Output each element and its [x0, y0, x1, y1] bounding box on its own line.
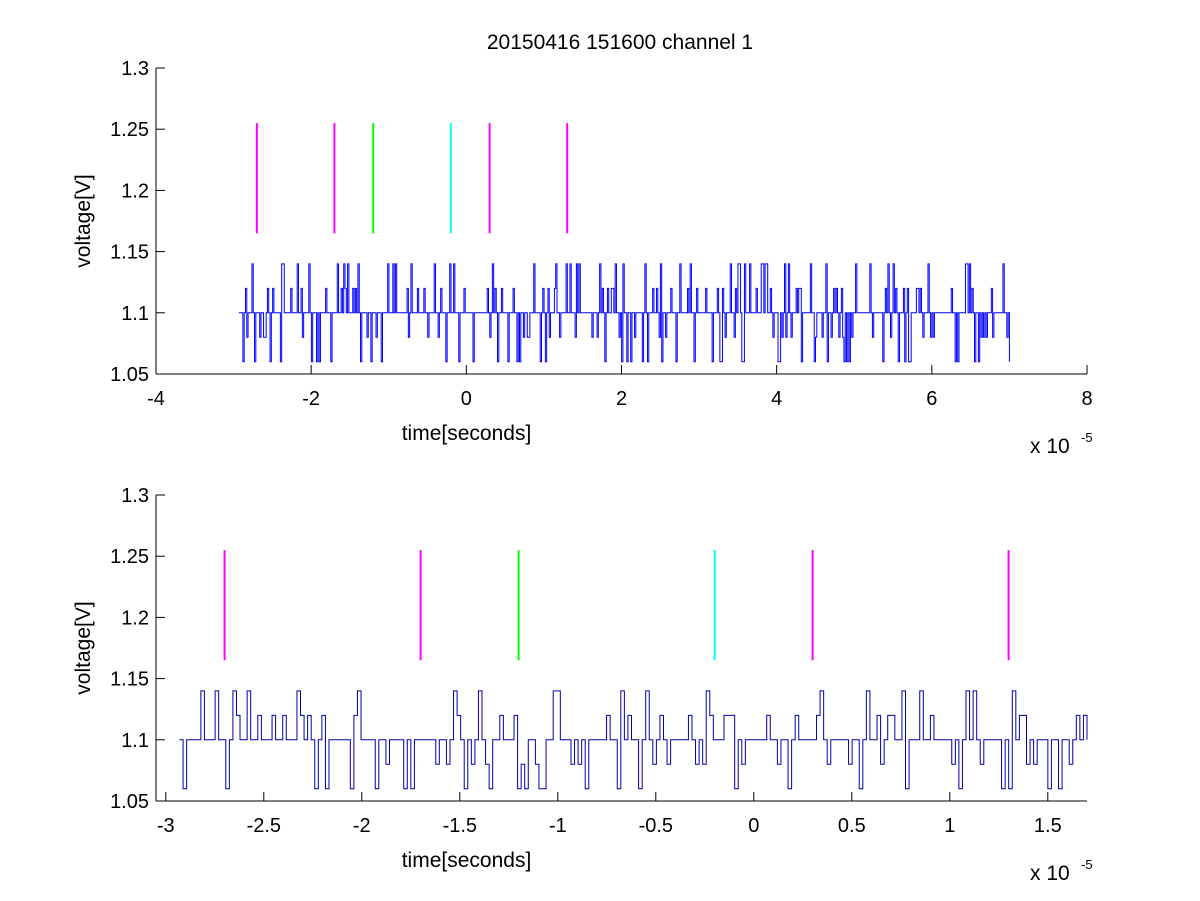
x-tick-label: -2: [302, 388, 320, 410]
x-tick-label: 0: [748, 815, 759, 837]
y-tick-label: 1.3: [121, 485, 149, 507]
x-multiplier-exponent: -5: [1081, 430, 1093, 445]
y-axis-label: voltage[V]: [72, 601, 95, 694]
y-tick-label: 1.25: [110, 546, 149, 568]
x-tick-label: -4: [147, 388, 165, 410]
top-plot: -4 -2 0 2 4 6 8 1.05 1.1 1.15 1.2 1.25 1.3 time[secon…: [72, 58, 1093, 458]
y-tick-label: 1.2: [121, 180, 149, 202]
y-axis-label: voltage[V]: [72, 174, 95, 267]
x-multiplier-label: x 10: [1030, 862, 1070, 885]
x-tick-label: -1.5: [443, 815, 477, 837]
x-axis-label: time[seconds]: [402, 422, 532, 445]
x-tick-label: -2.5: [247, 815, 281, 837]
x-tick-label: 8: [1081, 388, 1092, 410]
y-tick-label: 1.1: [121, 730, 149, 752]
x-tick-label: 2: [616, 388, 627, 410]
y-tick-label: 1.3: [121, 58, 149, 80]
y-tick-label: 1.15: [110, 242, 149, 264]
x-multiplier-label: x 10: [1030, 435, 1070, 458]
y-tick-label: 1.05: [110, 364, 149, 386]
x-tick-label: -1: [549, 815, 567, 837]
x-tick-label: 0.5: [838, 815, 866, 837]
x-tick-label: 4: [771, 388, 782, 410]
x-tick-label: 0: [461, 388, 472, 410]
y-tick-label: 1.25: [110, 119, 149, 141]
x-multiplier-exponent: -5: [1081, 857, 1093, 872]
x-tick-label: 1: [944, 815, 955, 837]
x-axis-label: time[seconds]: [402, 849, 532, 872]
signal-series-line: [179, 690, 1088, 790]
y-tick-label: 1.05: [110, 791, 149, 813]
x-tick-label: 6: [926, 388, 937, 410]
x-tick-label: 1.5: [1034, 815, 1062, 837]
signal-series-line: [239, 263, 1010, 363]
bottom-plot: -3 -2.5 -2 -1.5 -1 -0.5 0 0.5 1 1.5 1.05 1.1 1.15 1.2…: [72, 485, 1093, 885]
y-tick-label: 1.2: [121, 607, 149, 629]
x-tick-label: -2: [353, 815, 371, 837]
figure-title: 20150416 151600 channel 1: [487, 31, 753, 54]
y-tick-label: 1.15: [110, 669, 149, 691]
x-tick-label: -3: [157, 815, 175, 837]
x-tick-label: -0.5: [639, 815, 673, 837]
y-tick-label: 1.1: [121, 303, 149, 325]
